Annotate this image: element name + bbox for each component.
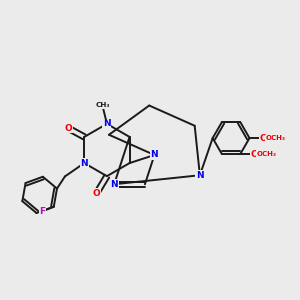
Text: O: O xyxy=(93,189,101,198)
Text: N: N xyxy=(151,151,158,160)
Text: O: O xyxy=(260,134,268,142)
Text: O: O xyxy=(251,149,258,158)
Text: N: N xyxy=(110,180,118,189)
Text: OCH₃: OCH₃ xyxy=(256,151,277,157)
Text: OCH₃: OCH₃ xyxy=(266,135,286,141)
Text: F: F xyxy=(39,207,46,216)
Text: N: N xyxy=(103,119,111,128)
Text: N: N xyxy=(80,159,88,168)
Text: O: O xyxy=(64,124,72,133)
Text: CH₃: CH₃ xyxy=(95,102,110,108)
Text: N: N xyxy=(196,171,204,180)
